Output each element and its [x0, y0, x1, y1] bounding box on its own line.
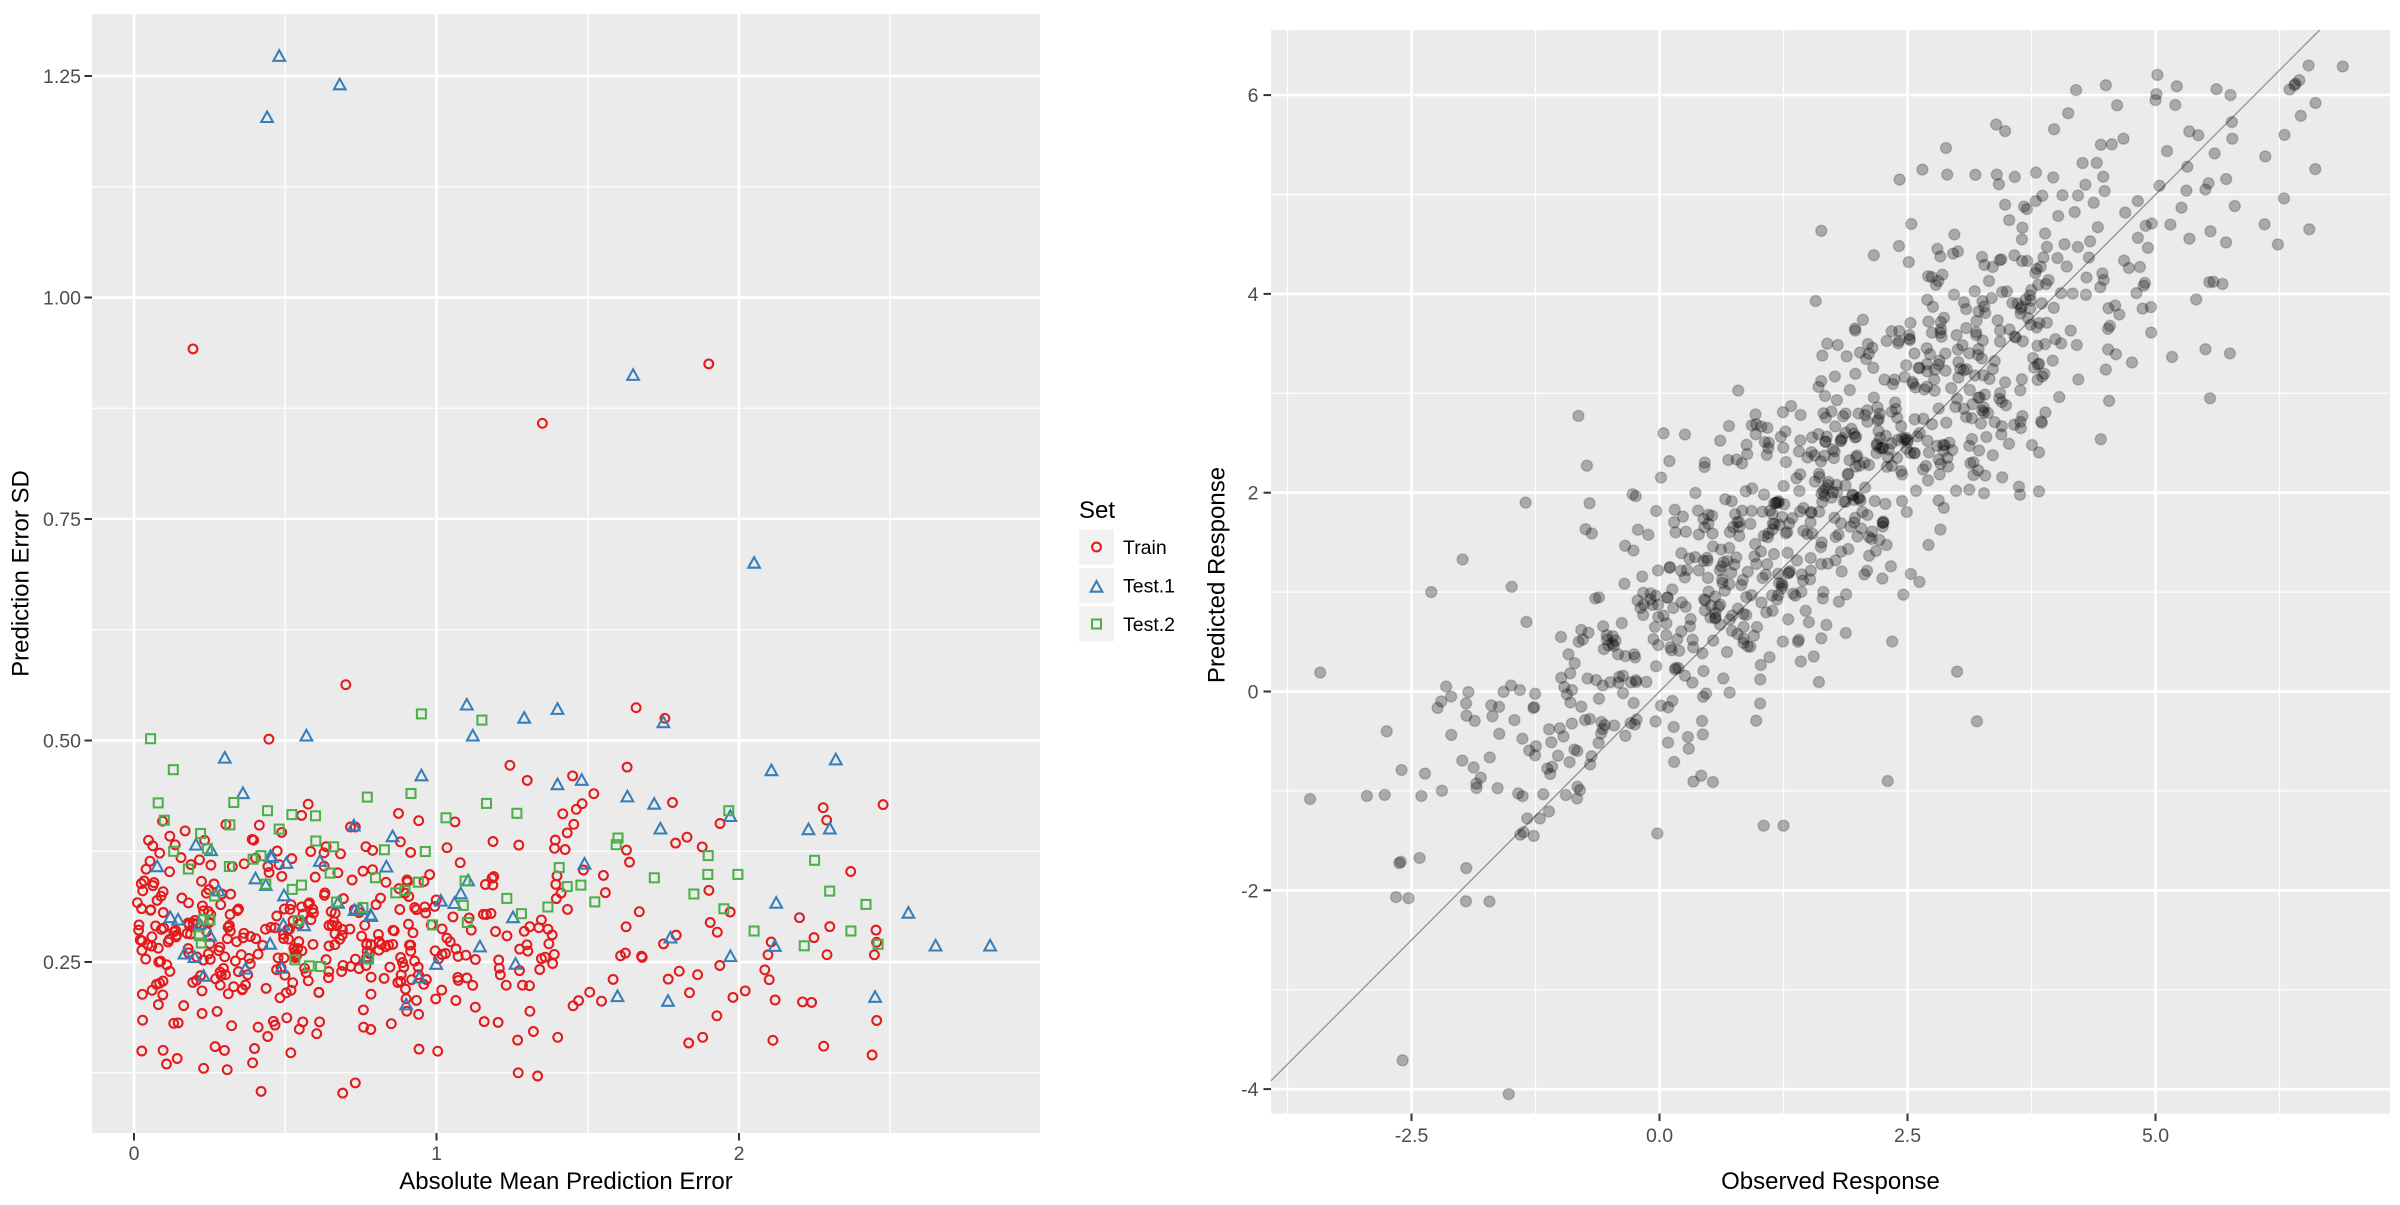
- svg-text:Set: Set: [1079, 497, 1115, 524]
- svg-text:4: 4: [1248, 284, 1259, 306]
- svg-text:1: 1: [431, 1143, 442, 1165]
- svg-text:0: 0: [129, 1143, 140, 1165]
- svg-text:0.50: 0.50: [43, 731, 81, 753]
- svg-text:1.25: 1.25: [43, 66, 81, 88]
- svg-text:0.0: 0.0: [1646, 1125, 1673, 1147]
- svg-text:5.0: 5.0: [2142, 1125, 2169, 1147]
- svg-text:Test.2: Test.2: [1123, 614, 1175, 636]
- svg-text:-2: -2: [1241, 880, 1258, 902]
- svg-text:Predicted Response: Predicted Response: [1204, 467, 1231, 683]
- svg-text:2: 2: [1248, 483, 1259, 505]
- svg-text:0.75: 0.75: [43, 509, 81, 531]
- svg-text:Test.1: Test.1: [1123, 576, 1175, 598]
- svg-text:Prediction Error SD: Prediction Error SD: [8, 470, 35, 677]
- svg-text:Train: Train: [1123, 537, 1167, 559]
- svg-text:Absolute Mean Prediction Error: Absolute Mean Prediction Error: [399, 1168, 733, 1195]
- svg-text:2: 2: [734, 1143, 745, 1165]
- svg-text:0.25: 0.25: [43, 952, 81, 974]
- svg-text:-4: -4: [1241, 1079, 1258, 1101]
- svg-text:0: 0: [1248, 682, 1259, 704]
- svg-text:-2.5: -2.5: [1395, 1125, 1429, 1147]
- svg-text:1.00: 1.00: [43, 288, 81, 310]
- svg-text:Observed Response: Observed Response: [1721, 1168, 1940, 1195]
- svg-text:6: 6: [1248, 85, 1259, 107]
- svg-text:2.5: 2.5: [1894, 1125, 1921, 1147]
